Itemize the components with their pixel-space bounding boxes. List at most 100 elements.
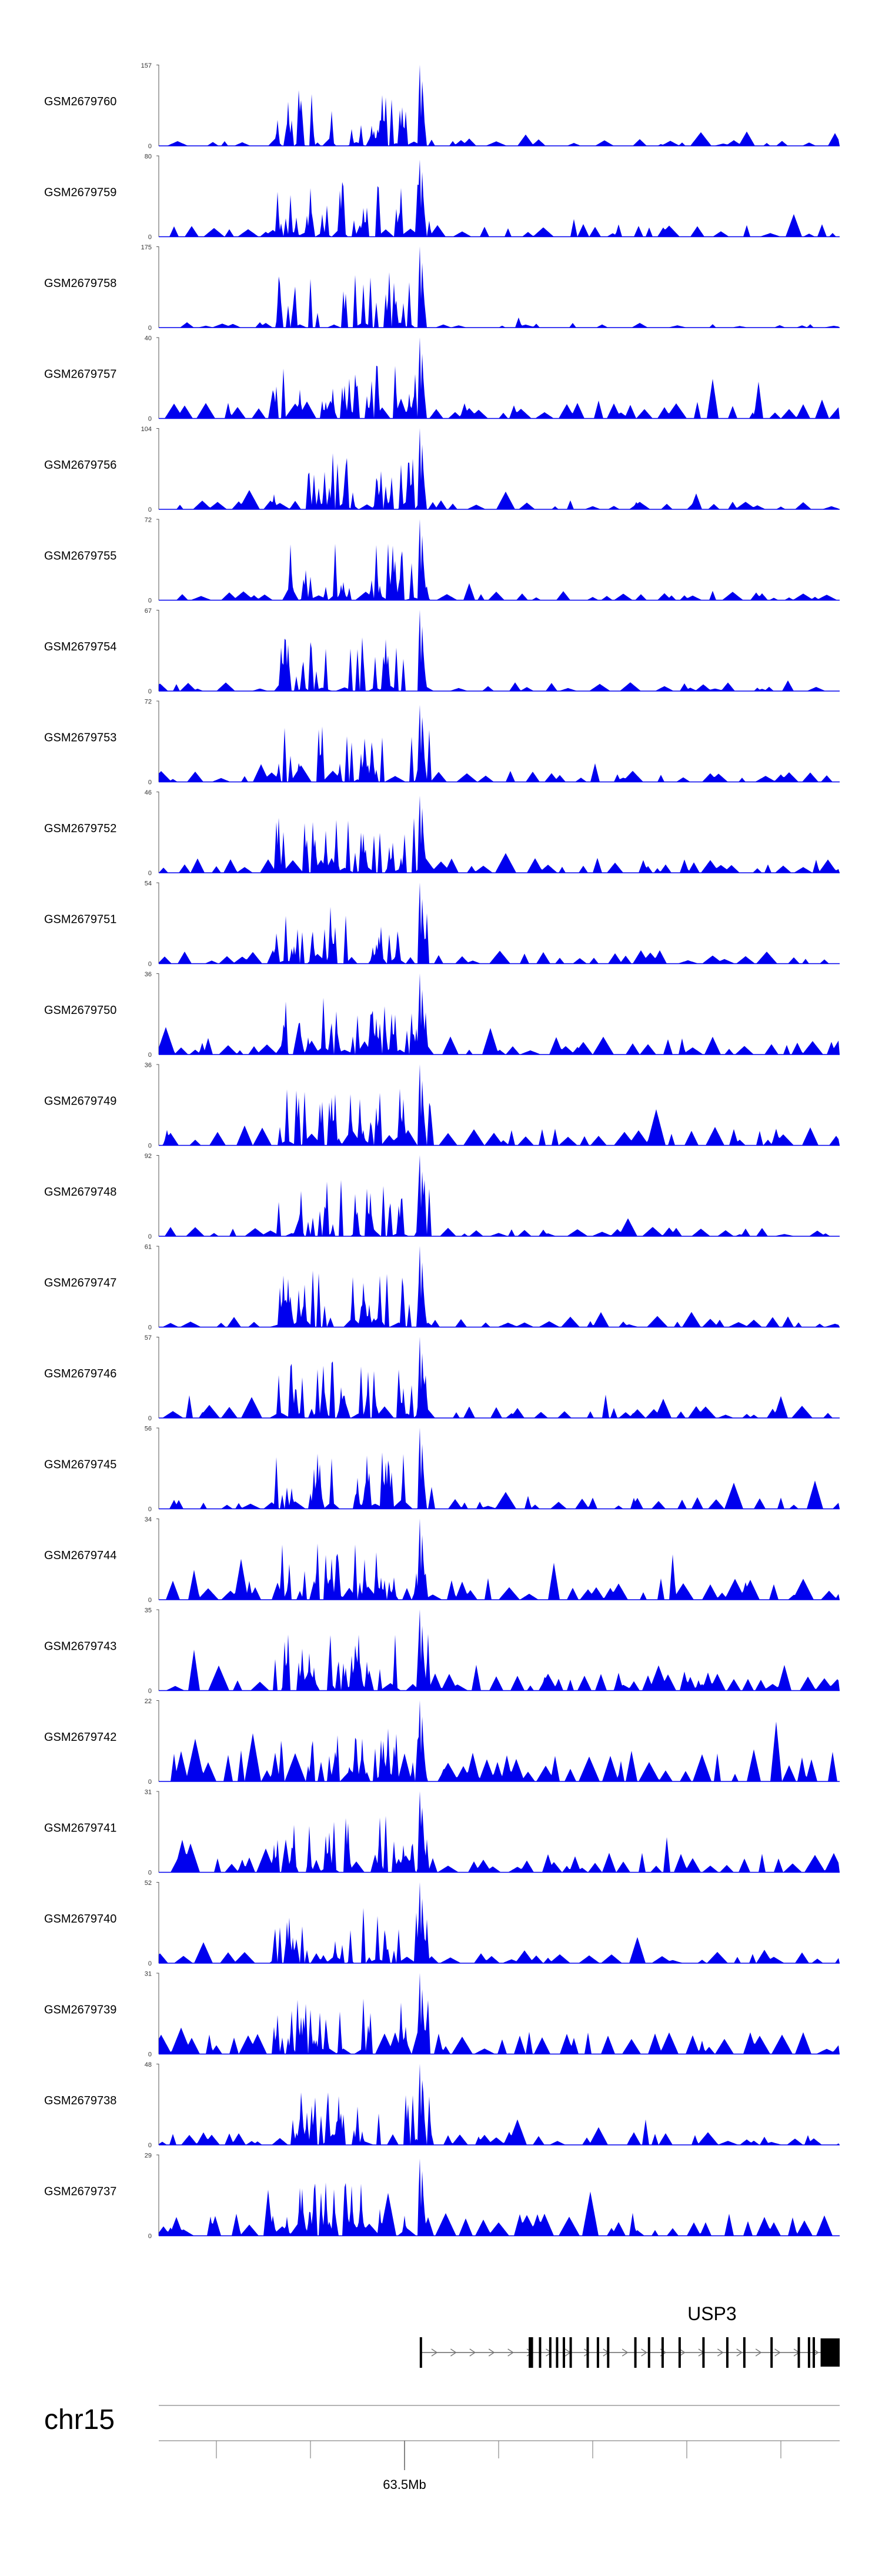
track-ymin-label: 0	[148, 1778, 152, 1786]
track-label: GSM2679755	[44, 550, 116, 563]
signal-area	[159, 2158, 840, 2236]
track-ymin-label: 0	[148, 506, 152, 513]
gene-annotation-track: USP3	[419, 2303, 840, 2368]
signal-area	[159, 1337, 840, 1418]
track-label: GSM2679752	[44, 822, 116, 835]
signal-area	[159, 1973, 840, 2054]
track-ymin-label: 0	[148, 1870, 152, 1877]
track-ymax-label: 80	[145, 154, 152, 161]
track-label: GSM2679751	[44, 913, 116, 926]
signal-area	[159, 1155, 840, 1236]
track-ymax-label: 36	[145, 1062, 152, 1069]
track-ymax-label: 36	[145, 971, 152, 978]
track: GSM2679740 52 0	[44, 1880, 840, 1967]
strand-arrow	[583, 2348, 590, 2357]
track-label: GSM2679742	[44, 1731, 116, 1744]
track-label: GSM2679737	[44, 2185, 116, 2198]
track-label: GSM2679753	[44, 732, 116, 745]
track-ymax-label: 46	[145, 789, 152, 796]
gene-exon	[743, 2337, 746, 2368]
gene-exon	[529, 2337, 532, 2368]
signal-area	[159, 519, 840, 600]
track-label: GSM2679758	[44, 277, 116, 290]
gene-exon	[530, 2337, 533, 2368]
gene-exon-terminal	[820, 2338, 840, 2367]
gene-name: USP3	[687, 2303, 737, 2324]
gene-exon	[419, 2337, 422, 2368]
track: GSM2679742 22 0	[44, 1698, 840, 1786]
track-ymin-label: 0	[148, 2233, 152, 2240]
track: GSM2679747 61 0	[44, 1244, 840, 1332]
chromosome-axis: chr15 63.5Mb	[44, 2404, 840, 2492]
genome-axis-tick-label: 63.5Mb	[383, 2477, 426, 2492]
gene-exon	[661, 2337, 664, 2368]
chromosome-label: chr15	[44, 2404, 115, 2435]
gene-exon	[607, 2337, 610, 2368]
gene-exon	[634, 2337, 637, 2368]
gene-exon	[770, 2337, 773, 2368]
track: GSM2679739 31 0	[44, 1971, 840, 2058]
track-ymin-label: 0	[148, 1143, 152, 1150]
gene-exon	[726, 2337, 729, 2368]
strand-arrow	[717, 2348, 724, 2357]
track: GSM2679748 92 0	[44, 1153, 840, 1240]
track: GSM2679758 175 0	[44, 244, 840, 332]
track-label: GSM2679757	[44, 368, 116, 381]
track: GSM2679750 36 0	[44, 971, 840, 1059]
signal-area	[159, 1700, 840, 1781]
track-ymax-label: 48	[145, 2061, 152, 2068]
track-ymax-label: 22	[145, 1698, 152, 1705]
track-ymin-label: 0	[148, 961, 152, 968]
track: GSM2679755 72 0	[44, 517, 840, 605]
signal-area	[159, 246, 840, 328]
track: GSM2679744 34 0	[44, 1516, 840, 1604]
signal-area	[159, 973, 840, 1055]
gene-exon	[647, 2337, 650, 2368]
track-ymin-label: 0	[148, 598, 152, 605]
track-ymin-label: 0	[148, 1506, 152, 1513]
track: GSM2679757 40 0	[44, 335, 840, 423]
track: GSM2679753 72 0	[44, 699, 840, 786]
signal-area	[159, 65, 840, 146]
track-label: GSM2679745	[44, 1459, 116, 1471]
track-label: GSM2679739	[44, 2004, 116, 2017]
track-label: GSM2679754	[44, 640, 116, 653]
strand-arrow	[641, 2348, 647, 2357]
track-label: GSM2679738	[44, 2094, 116, 2107]
track-ymax-label: 104	[141, 426, 152, 433]
track-label: GSM2679750	[44, 1004, 116, 1017]
track-ymax-label: 72	[145, 517, 152, 524]
strand-arrow	[774, 2348, 781, 2357]
track-ymin-label: 0	[148, 2142, 152, 2149]
gene-exon	[549, 2337, 552, 2368]
gene-exon	[678, 2337, 681, 2368]
signal-area	[159, 1246, 840, 1327]
track-ymin-label: 0	[148, 870, 152, 877]
track: GSM2679745 56 0	[44, 1426, 840, 1513]
track-ymin-label: 0	[148, 325, 152, 332]
signal-area	[159, 610, 840, 691]
track: GSM2679760 157 0	[44, 62, 840, 150]
gene-exon	[702, 2337, 705, 2368]
signal-area	[159, 1427, 840, 1509]
track-ymax-label: 52	[145, 1880, 152, 1887]
track-ymax-label: 92	[145, 1153, 152, 1160]
track-ymin-label: 0	[148, 1960, 152, 1967]
track-ymax-label: 54	[145, 880, 152, 887]
strand-arrow	[679, 2348, 686, 2357]
signal-area	[159, 2064, 840, 2145]
strand-arrow	[622, 2348, 629, 2357]
track-ymax-label: 31	[145, 1971, 152, 1978]
track-label: GSM2679743	[44, 1640, 116, 1653]
track-ymin-label: 0	[148, 1052, 152, 1059]
gene-exon	[797, 2337, 800, 2368]
track-label: GSM2679748	[44, 1186, 116, 1199]
track-label: GSM2679760	[44, 95, 116, 108]
track-label: GSM2679749	[44, 1095, 116, 1108]
signal-tracks: GSM2679760 157 0 GSM2679759 80 0 GSM2679758 175…	[44, 62, 840, 2240]
signal-area	[159, 795, 840, 873]
track-ymax-label: 29	[145, 2153, 152, 2160]
track: GSM2679756 104 0	[44, 426, 840, 513]
track-ymax-label: 56	[145, 1426, 152, 1433]
